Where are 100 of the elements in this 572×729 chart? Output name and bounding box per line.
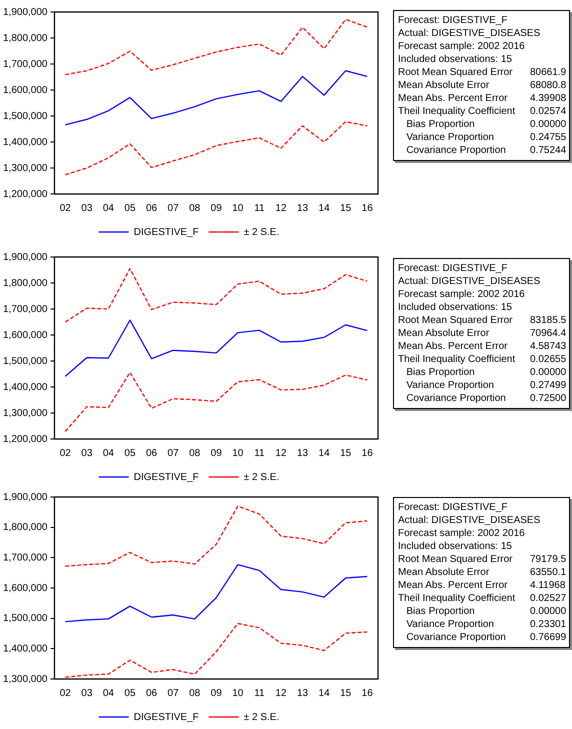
y-tick-label: 1,400,000 <box>2 382 48 393</box>
y-tick-label: 1,900,000 <box>2 252 48 263</box>
text: Forecast: DIGESTIVE_F <box>398 501 508 514</box>
x-tick-label: 10 <box>232 688 244 699</box>
x-tick-label: 09 <box>210 448 222 459</box>
x-tick-label: 05 <box>124 202 136 214</box>
text: Forecast sample: 2002 2016 <box>398 40 525 53</box>
text: Covariance Proportion 0.76699 <box>406 632 566 643</box>
text: Root Mean Squared Error 80661.9 <box>398 67 566 78</box>
text: Covariance Proportion 0.72500 <box>406 393 566 404</box>
legend-label: DIGESTIVE_F <box>134 472 199 483</box>
text: Variance Proportion 0.23301 <box>406 619 566 630</box>
x-tick-label: 14 <box>318 448 330 459</box>
y-tick-label: 1,800,000 <box>2 522 48 534</box>
text: Mean Absolute Error 70964.4 <box>398 328 566 339</box>
text: Theil Inequality Coefficient 0.02655 <box>398 354 566 365</box>
x-tick-label: 16 <box>362 688 374 699</box>
x-tick-label: 10 <box>232 448 244 459</box>
y-tick-label: 1,400,000 <box>2 643 48 654</box>
y-tick-label: 1,800,000 <box>2 278 48 289</box>
text: Included observations: 15 <box>398 540 512 553</box>
line-series <box>64 372 368 432</box>
x-tick-label: 08 <box>189 688 201 699</box>
text: Root Mean Squared Error 79179.5 <box>398 554 566 565</box>
text: Mean Absolute Error 68080.8 <box>398 80 566 91</box>
text: Root Mean Squared Error 83185.5 <box>398 315 566 326</box>
text: Bias Proportion 0.00000 <box>406 367 566 378</box>
line-series <box>64 121 368 176</box>
x-tick-label: 06 <box>146 688 158 699</box>
y-tick-label: 1,700,000 <box>2 552 48 564</box>
text: Variance Proportion 0.24755 <box>406 132 566 143</box>
text: Mean Abs. Percent Error 4.11968 <box>398 580 566 591</box>
y-tick-label: 1,600,000 <box>2 84 48 96</box>
text: Bias Proportion 0.00000 <box>406 119 566 130</box>
y-tick-label: 1,700,000 <box>2 58 48 70</box>
x-tick-label: 14 <box>318 202 330 214</box>
x-tick-label: 11 <box>254 688 266 699</box>
text: Theil Inequality Coefficient 0.02574 <box>398 106 566 117</box>
x-tick-label: 12 <box>275 202 287 214</box>
x-tick-label: 04 <box>102 448 114 459</box>
text: Included observations: 15 <box>398 301 512 314</box>
x-tick-label: 13 <box>296 688 309 699</box>
x-tick-label: 11 <box>254 448 266 459</box>
x-tick-label: 14 <box>318 688 330 699</box>
x-tick-label: 07 <box>168 448 180 459</box>
text: Mean Abs. Percent Error 4.39908 <box>398 93 566 104</box>
x-tick-label: 07 <box>168 688 180 699</box>
text: Bias Proportion 0.00000 <box>406 606 566 617</box>
y-tick-label: 1,400,000 <box>2 136 48 148</box>
line-series <box>64 622 368 678</box>
x-tick-label: 16 <box>362 448 374 459</box>
y-tick-label: 1,500,000 <box>2 110 48 122</box>
y-tick-label: 1,200,000 <box>2 188 48 200</box>
y-tick-label: 1,800,000 <box>2 32 48 44</box>
x-tick-label: 08 <box>189 448 201 459</box>
x-tick-label: 02 <box>60 448 72 459</box>
text: Theil Inequality Coefficient 0.02527 <box>398 593 566 604</box>
y-tick-label: 1,600,000 <box>2 330 48 341</box>
y-tick-label: 1,700,000 <box>2 304 48 315</box>
text: Actual: DIGESTIVE_DISEASES <box>398 514 540 527</box>
text: Mean Abs. Percent Error 4.58743 <box>398 341 566 352</box>
text: Forecast sample: 2002 2016 <box>398 288 525 301</box>
x-tick-label: 15 <box>340 688 352 699</box>
line-series <box>64 18 368 76</box>
x-tick-label: 08 <box>189 202 201 214</box>
x-tick-label: 03 <box>81 202 93 214</box>
x-tick-label: 03 <box>81 688 93 699</box>
text: Included observations: 15 <box>398 53 512 66</box>
text: Forecast: DIGESTIVE_F <box>398 14 508 27</box>
x-tick-label: 06 <box>146 448 158 459</box>
x-tick-label: 16 <box>362 202 374 214</box>
y-tick-label: 1,900,000 <box>2 492 48 503</box>
legend-label: ± 2 S.E. <box>244 712 280 723</box>
legend-label: ± 2 S.E. <box>244 472 280 483</box>
y-tick-label: 1,500,000 <box>2 613 48 624</box>
text: Actual: DIGESTIVE_DISEASES <box>398 275 540 288</box>
x-tick-label: 07 <box>168 202 180 214</box>
x-tick-label: 13 <box>296 448 309 459</box>
x-tick-label: 04 <box>102 202 114 214</box>
y-tick-label: 1,300,000 <box>2 674 48 685</box>
x-tick-label: 12 <box>275 688 287 699</box>
y-tick-label: 1,200,000 <box>2 434 48 445</box>
x-tick-label: 15 <box>340 202 352 214</box>
x-tick-label: 02 <box>60 688 72 699</box>
x-tick-label: 09 <box>210 688 222 699</box>
legend-label: DIGESTIVE_F <box>134 712 199 723</box>
x-tick-label: 03 <box>81 448 93 459</box>
line-series <box>64 506 368 567</box>
x-tick-label: 12 <box>275 448 287 459</box>
x-tick-label: 13 <box>296 202 309 214</box>
y-tick-label: 1,900,000 <box>2 6 48 18</box>
x-tick-label: 05 <box>124 688 136 699</box>
x-tick-label: 02 <box>60 202 72 214</box>
text: Covariance Proportion 0.75244 <box>406 145 566 156</box>
x-tick-label: 04 <box>102 688 114 699</box>
y-tick-label: 1,500,000 <box>2 356 48 367</box>
text: Actual: DIGESTIVE_DISEASES <box>398 27 540 40</box>
line-series <box>64 268 368 323</box>
text: Forecast sample: 2002 2016 <box>398 527 525 540</box>
x-tick-label: 05 <box>124 448 136 459</box>
